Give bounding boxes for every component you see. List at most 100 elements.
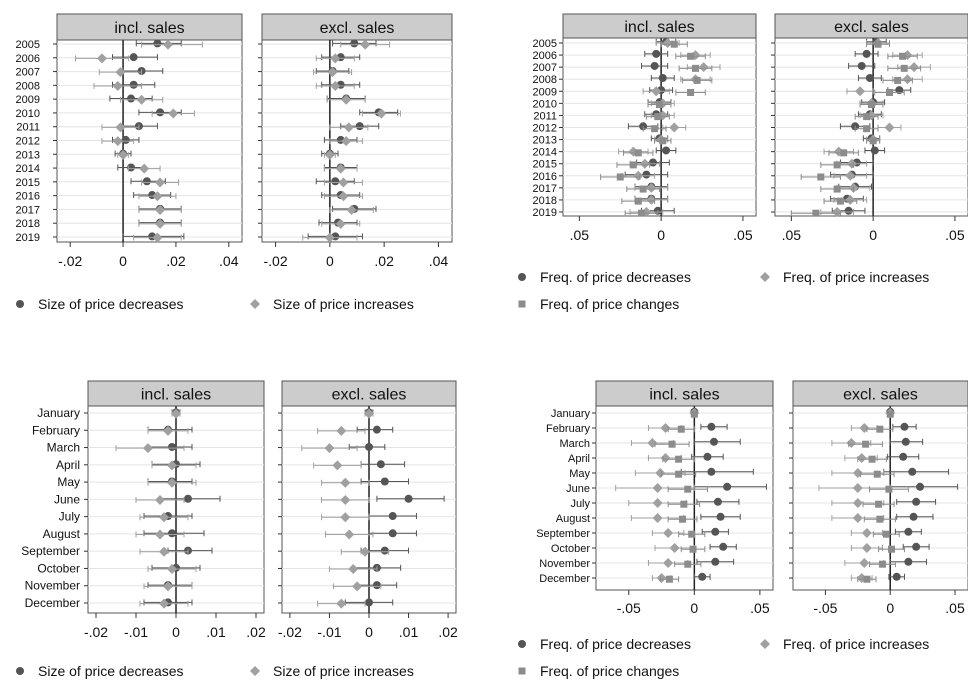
- x-tick-label: -.02: [278, 624, 302, 640]
- data-point: [129, 80, 138, 89]
- x-tick-label: 0: [326, 253, 334, 269]
- category-label: July: [570, 498, 590, 510]
- x-tick-label: -.05: [617, 600, 641, 616]
- data-point: [376, 108, 387, 119]
- data-point: [127, 94, 135, 103]
- data-point: [344, 529, 355, 540]
- legend-marker: [250, 666, 260, 676]
- data-point: [364, 408, 374, 419]
- category-label: December: [25, 596, 80, 610]
- data-point: [404, 494, 413, 503]
- x-tick-label: .05: [782, 227, 802, 243]
- category-label: 2012: [533, 123, 557, 135]
- data-point: [168, 442, 176, 451]
- category-label: 2015: [16, 177, 40, 189]
- x-tick-label: -.02: [84, 624, 108, 640]
- category-label: January: [551, 408, 591, 420]
- x-tick-label: -.02: [58, 253, 82, 269]
- category-label: 2014: [16, 163, 40, 175]
- data-point: [127, 163, 135, 172]
- category-label: 2017: [16, 204, 40, 216]
- panel-month_size-1: excl. sales -.02 -.01 0 .01 .02: [278, 380, 458, 640]
- data-point: [693, 76, 701, 84]
- data-point: [638, 209, 646, 217]
- category-label: 2019: [16, 232, 40, 244]
- data-point: [159, 546, 169, 557]
- data-point: [916, 482, 925, 491]
- data-point: [711, 557, 720, 566]
- data-point: [665, 575, 673, 583]
- data-point: [115, 122, 126, 133]
- data-point: [338, 191, 349, 202]
- x-tick-label: .02: [166, 253, 186, 269]
- category-label: May: [57, 475, 80, 489]
- legend-month_size: Size of price decreases Size of price inc…: [16, 663, 414, 679]
- data-point: [171, 408, 181, 419]
- data-point: [684, 485, 692, 493]
- data-point: [908, 467, 917, 476]
- data-point: [355, 122, 364, 131]
- legend-label: Freq. of price changes: [540, 663, 679, 679]
- data-point: [845, 170, 856, 181]
- data-point: [833, 185, 841, 193]
- data-point: [899, 52, 907, 60]
- category-label: 2010: [533, 98, 557, 110]
- data-point: [669, 122, 680, 133]
- data-point: [713, 497, 722, 506]
- panel-month_size-0: incl. sales -.02 -.01 0 .01 .02: [84, 380, 266, 640]
- data-point: [650, 61, 659, 70]
- data-point: [634, 149, 642, 157]
- category-label: January: [37, 406, 80, 420]
- data-point: [372, 581, 381, 590]
- data-point: [656, 573, 667, 583]
- category-label: September: [21, 544, 80, 558]
- data-point: [663, 528, 674, 538]
- data-point: [652, 49, 661, 58]
- data-point: [868, 455, 876, 463]
- data-point: [817, 173, 825, 181]
- data-point: [909, 512, 918, 521]
- category-label: 2009: [533, 86, 557, 98]
- panel-year_freq-1: excl. sales .05 0 .05: [771, 13, 968, 243]
- data-point: [648, 158, 657, 167]
- chart-year_freq: 2005200620072008200920102011201220132014…: [518, 13, 968, 312]
- data-point: [642, 170, 651, 179]
- category-label: 2016: [16, 191, 40, 203]
- panel-title-strip: [595, 380, 774, 407]
- data-point: [348, 564, 359, 575]
- data-point: [719, 542, 728, 551]
- x-tick-label: .05: [570, 227, 590, 243]
- data-point: [679, 515, 687, 523]
- data-point: [372, 425, 381, 434]
- data-point: [833, 161, 841, 169]
- data-point: [836, 197, 844, 205]
- data-point: [155, 177, 166, 188]
- data-point: [360, 546, 371, 557]
- legend-marker: [760, 272, 770, 282]
- data-point: [680, 500, 688, 508]
- data-point: [663, 558, 674, 568]
- data-point: [711, 527, 720, 536]
- data-point: [336, 598, 347, 609]
- data-point: [812, 209, 820, 217]
- x-tick-label: 0: [365, 624, 373, 640]
- category-label: November: [25, 579, 80, 593]
- panel-title: excl. sales: [843, 387, 918, 404]
- data-point: [142, 177, 151, 186]
- data-point: [152, 232, 163, 243]
- panel-month_freq-0: incl. sales -.05 0 .05: [592, 380, 774, 616]
- category-label: 2007: [533, 62, 557, 74]
- category-label: 2013: [16, 149, 40, 161]
- data-point: [868, 101, 875, 109]
- data-point: [859, 558, 870, 568]
- legend-label: Size of price decreases: [38, 296, 184, 312]
- data-point: [118, 149, 129, 160]
- category-label: March: [47, 441, 80, 455]
- x-tick-label: .05: [945, 227, 965, 243]
- data-point: [330, 80, 341, 91]
- legend-marker: [16, 667, 24, 675]
- data-point: [878, 560, 886, 568]
- data-point: [862, 440, 870, 448]
- data-point: [852, 513, 863, 523]
- data-point: [155, 529, 165, 540]
